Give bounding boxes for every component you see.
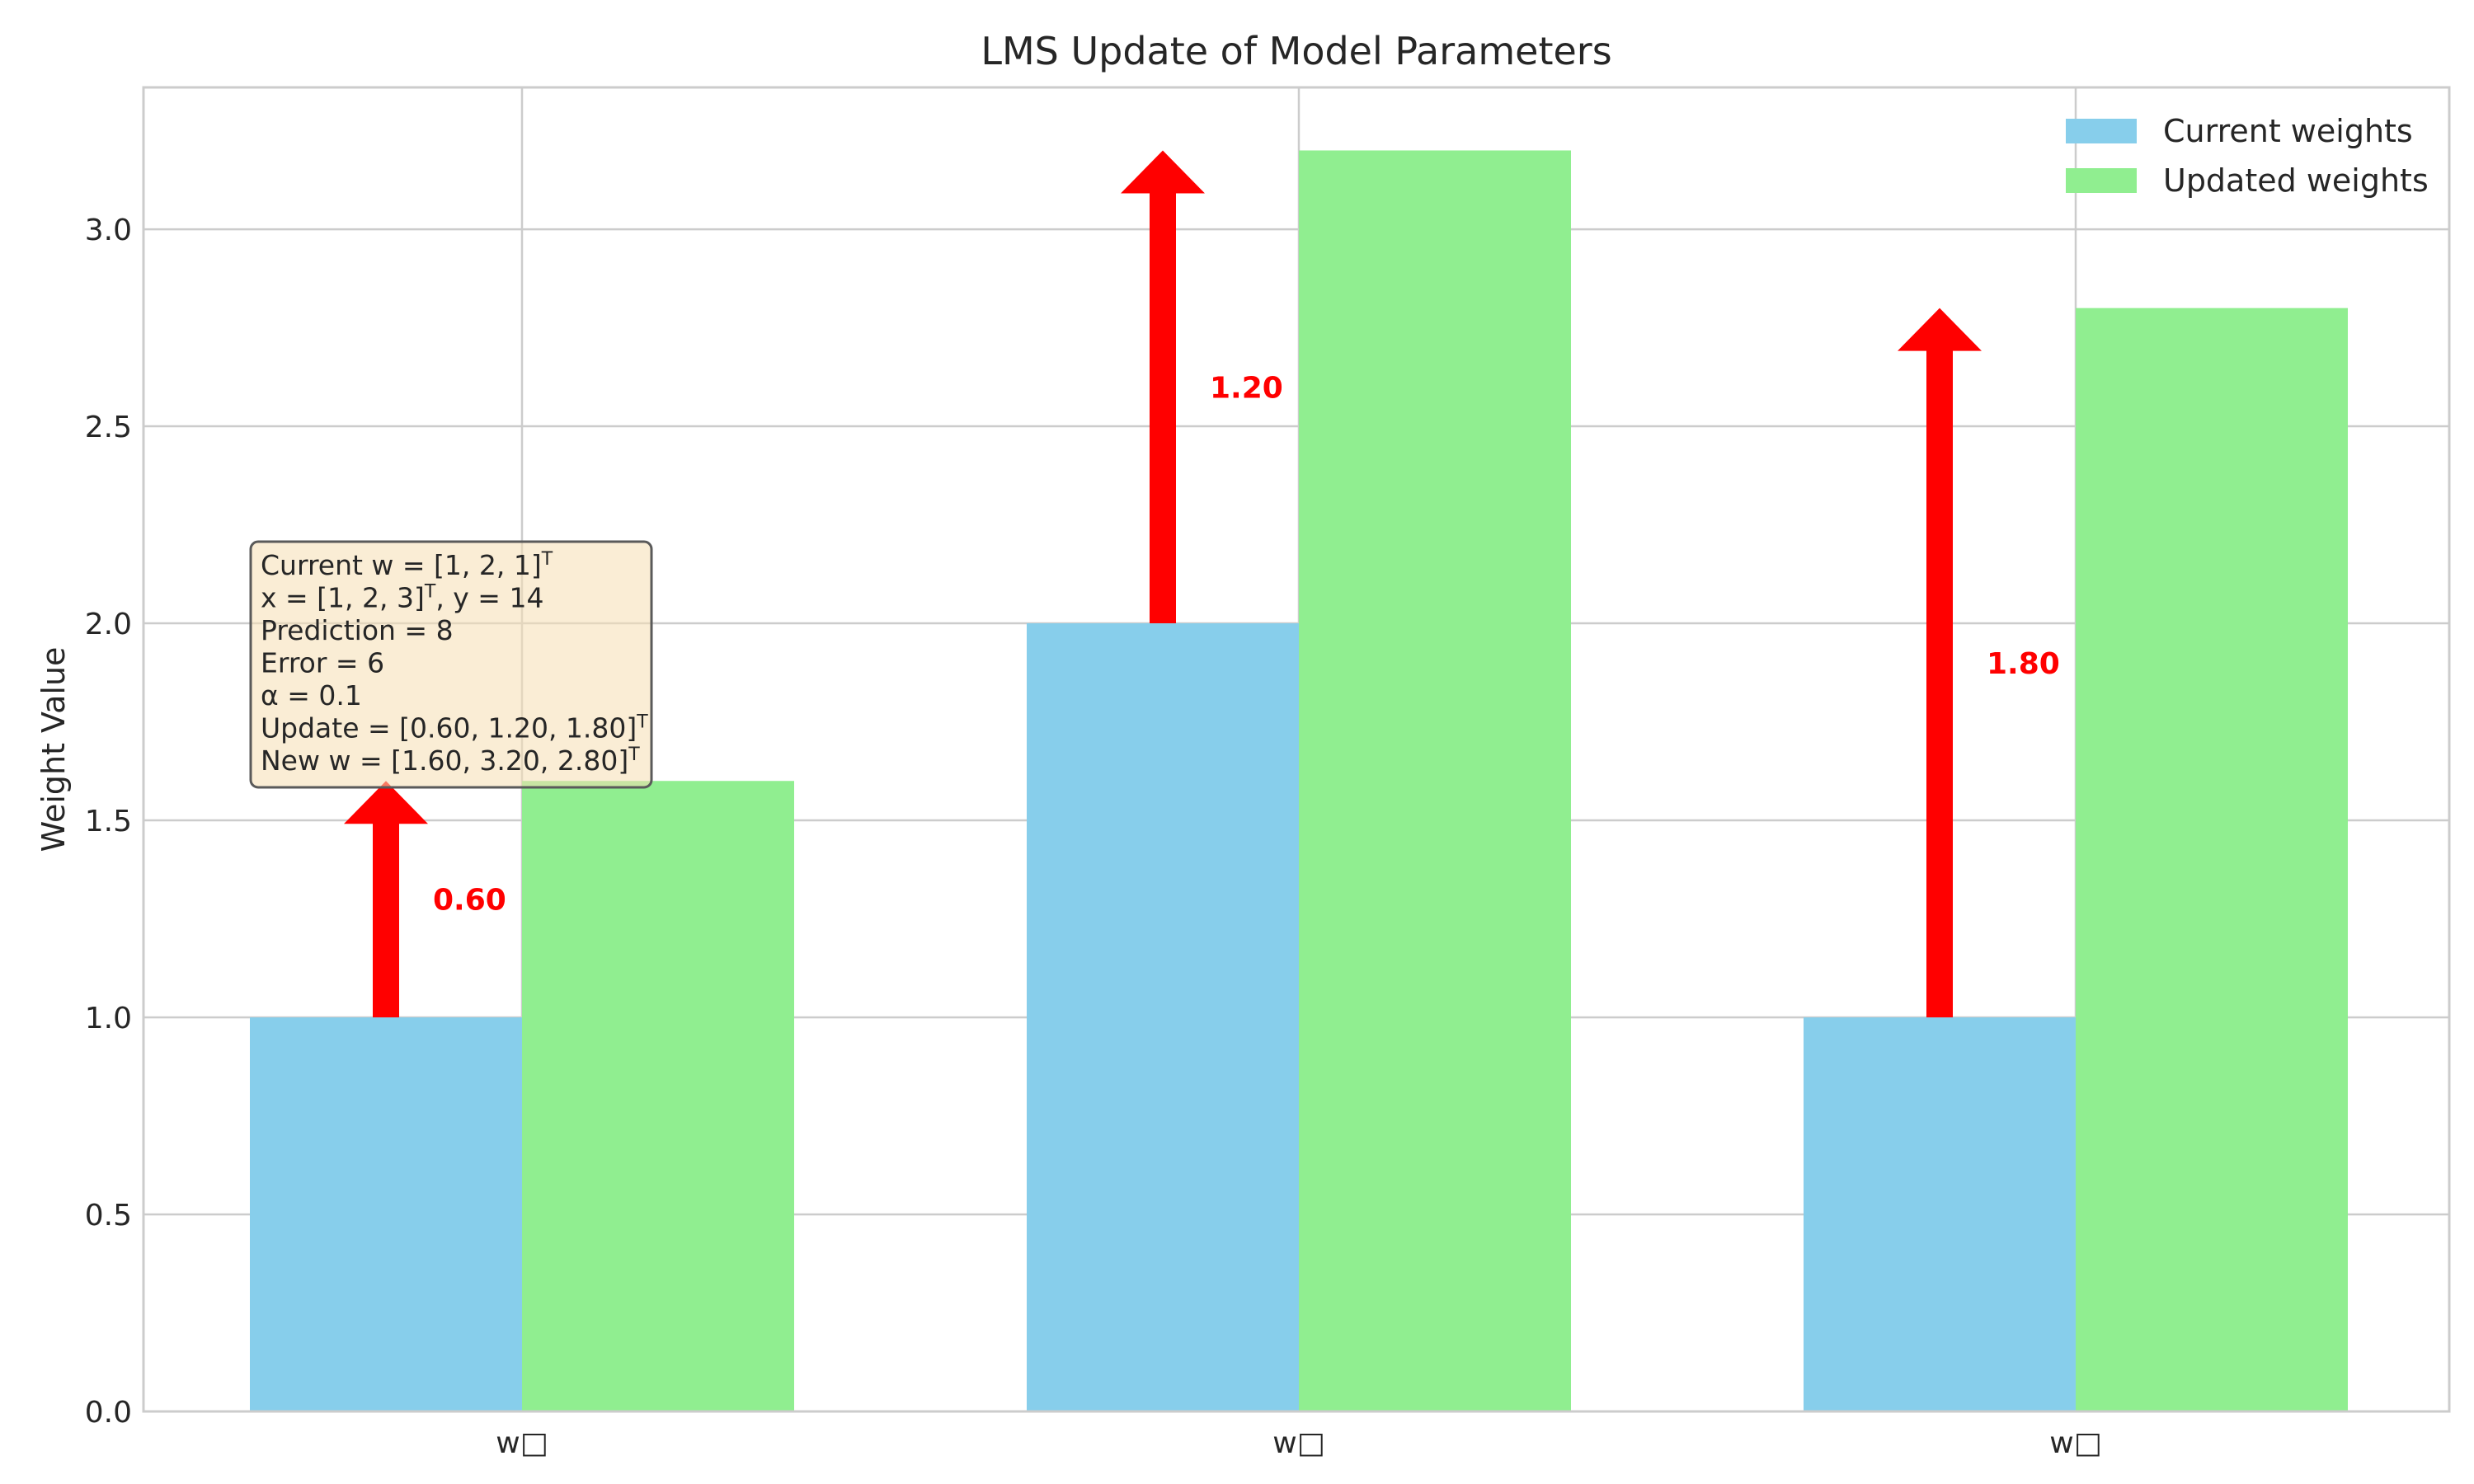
ticks-layer: 0.0 0.5 1.0 1.5 2.0 2.5 3.0 w□ w□ w□: [85, 214, 2102, 1460]
y-tick-label: 1.0: [85, 1002, 132, 1036]
plot-frame: [142, 86, 2451, 1413]
update-arrow: [1898, 308, 1982, 1018]
info-line: New w = [1.60, 3.20, 2.80]T: [261, 744, 640, 777]
x-tick-label: w□: [496, 1426, 548, 1460]
info-line: α = 0.1: [261, 679, 362, 711]
update-arrow: [1121, 150, 1205, 624]
updated-weight-bar: [522, 781, 794, 1411]
chart-title: LMS Update of Model Parameters: [981, 29, 1611, 73]
legend-label: Current weights: [2163, 113, 2413, 149]
x-tick-label: w□: [1272, 1426, 1324, 1460]
y-tick-label: 2.5: [85, 411, 132, 444]
legend-swatch: [2066, 168, 2137, 193]
current-weight-bar: [250, 1017, 522, 1411]
arrows-layer: 0.60 1.20 1.80: [344, 150, 2060, 1018]
updated-weight-bar: [2076, 308, 2348, 1412]
updated-weight-bar: [1299, 150, 1571, 1411]
info-line: Update = [0.60, 1.20, 1.80]T: [261, 712, 648, 744]
y-tick-label: 3.0: [85, 214, 132, 247]
update-arrow: [344, 781, 428, 1018]
current-weight-bar: [1804, 1017, 2076, 1411]
update-label: 1.20: [1210, 371, 1283, 405]
y-axis-label: Weight Value: [35, 647, 72, 852]
update-label: 0.60: [433, 884, 506, 918]
legend: Current weights Updated weights: [2066, 113, 2429, 199]
bars-layer: [250, 150, 2348, 1412]
info-line: Prediction = 8: [261, 614, 454, 646]
update-label: 1.80: [1987, 647, 2060, 681]
info-line: Current w = [1, 2, 1]T: [261, 549, 553, 581]
y-tick-label: 2.0: [85, 608, 132, 641]
info-box-background: [249, 540, 653, 789]
y-tick-label: 0.5: [85, 1199, 132, 1233]
info-box: Current w = [1, 2, 1]Tx = [1, 2, 3]T, y …: [249, 540, 653, 789]
y-tick-label: 1.5: [85, 805, 132, 838]
legend-swatch: [2066, 119, 2137, 143]
info-line: Error = 6: [261, 647, 384, 679]
x-tick-label: w□: [2049, 1426, 2101, 1460]
info-line: x = [1, 2, 3]T, y = 14: [261, 582, 543, 614]
legend-label: Updated weights: [2163, 162, 2429, 199]
y-tick-label: 0.0: [85, 1396, 132, 1430]
current-weight-bar: [1027, 623, 1299, 1411]
